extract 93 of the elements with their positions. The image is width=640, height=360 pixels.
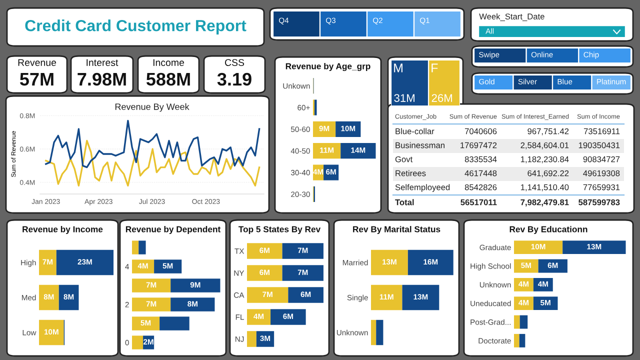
bar bbox=[39, 250, 56, 276]
bar bbox=[408, 250, 454, 276]
bar bbox=[132, 336, 144, 350]
chart-title: Revenue by Income bbox=[22, 226, 103, 234]
bar bbox=[247, 287, 288, 303]
text: Week_Start_Date bbox=[479, 13, 544, 22]
bar bbox=[39, 284, 59, 310]
text: 4617448 bbox=[464, 170, 497, 176]
category-label: Selfemployeed bbox=[395, 184, 450, 192]
bar bbox=[39, 320, 64, 346]
bar bbox=[56, 250, 114, 276]
category-label: Businessman bbox=[396, 142, 444, 148]
bar bbox=[256, 331, 274, 347]
text: 7040606 bbox=[464, 128, 497, 134]
line-series bbox=[45, 120, 260, 168]
text: 56517011 bbox=[460, 199, 497, 206]
text: 1,182,230.84 bbox=[520, 156, 569, 164]
text: 49619308 bbox=[583, 170, 620, 176]
bar bbox=[288, 287, 324, 303]
bar bbox=[160, 316, 190, 330]
bar bbox=[533, 296, 558, 310]
bar bbox=[154, 260, 182, 274]
bar bbox=[247, 265, 282, 281]
text: 641,692.22 bbox=[528, 170, 569, 178]
bar bbox=[371, 320, 376, 346]
bar bbox=[247, 331, 256, 347]
text: Credit Card Customer Report bbox=[25, 20, 246, 34]
bar bbox=[514, 240, 563, 254]
bar bbox=[313, 121, 336, 137]
chart-title: Top 5 States By Rev bbox=[238, 226, 321, 234]
bar bbox=[282, 243, 324, 259]
bar bbox=[170, 298, 215, 312]
chart-title: Rev By Educationn bbox=[510, 226, 588, 234]
bar bbox=[132, 240, 139, 254]
text: Revenue bbox=[18, 59, 56, 66]
chart-title: Rev By Marital Status bbox=[353, 226, 440, 234]
bar bbox=[247, 309, 271, 325]
text: 90834727 bbox=[583, 156, 620, 162]
chart-title: Revenue by Dependent bbox=[126, 226, 221, 234]
bar bbox=[58, 284, 79, 310]
bar bbox=[313, 143, 341, 159]
text: 8335534 bbox=[464, 156, 497, 162]
bar bbox=[402, 284, 440, 310]
bar bbox=[514, 296, 534, 310]
data-label: 31M bbox=[394, 94, 414, 102]
bar bbox=[340, 143, 376, 159]
text: 3.19 bbox=[217, 72, 252, 86]
data-label: 26M bbox=[432, 94, 452, 102]
text: 2,584,604.01 bbox=[520, 142, 569, 150]
text: 588M bbox=[146, 72, 190, 86]
bar bbox=[132, 298, 171, 312]
chart-title: Revenue by Age_grp bbox=[286, 62, 370, 72]
text: 7,982,479.81 bbox=[520, 199, 569, 206]
bar bbox=[270, 309, 306, 325]
bar bbox=[520, 315, 528, 329]
text: 8542826 bbox=[464, 184, 497, 190]
text: 967,751.42 bbox=[528, 128, 569, 136]
bar bbox=[247, 243, 282, 259]
text: CSS bbox=[225, 59, 244, 66]
bar bbox=[170, 278, 220, 292]
category-label: Govt bbox=[395, 156, 413, 162]
bar bbox=[132, 278, 171, 292]
text: Interest bbox=[86, 59, 118, 66]
text: 7.98M bbox=[78, 72, 126, 86]
bar bbox=[519, 334, 526, 348]
bar bbox=[533, 278, 553, 292]
bar bbox=[562, 240, 626, 254]
chart-title: Revenue By Week bbox=[115, 103, 190, 112]
text: 1,141,510.40 bbox=[520, 184, 569, 192]
category-label: Blue-collar bbox=[396, 128, 434, 134]
text: 73516911 bbox=[584, 128, 620, 134]
bar bbox=[514, 278, 534, 292]
category-label: F bbox=[432, 64, 438, 72]
bar bbox=[376, 320, 384, 346]
text: 77659931 bbox=[583, 184, 620, 190]
line-series bbox=[45, 140, 260, 186]
text: 190350431 bbox=[578, 142, 620, 148]
bar bbox=[138, 240, 146, 254]
text: 57M bbox=[20, 73, 54, 86]
bar bbox=[514, 315, 520, 329]
bar bbox=[371, 250, 408, 276]
text: 17697472 bbox=[460, 142, 497, 148]
bar bbox=[132, 260, 154, 274]
text: Income bbox=[153, 59, 184, 66]
bar bbox=[336, 121, 361, 137]
bar bbox=[132, 316, 160, 330]
category-label: M bbox=[394, 64, 402, 72]
bar bbox=[514, 334, 520, 348]
category-label: Retirees bbox=[396, 170, 426, 176]
bar bbox=[371, 284, 402, 310]
bar bbox=[282, 265, 324, 281]
category-label: Total bbox=[395, 199, 414, 206]
text: 587599783 bbox=[578, 199, 620, 206]
